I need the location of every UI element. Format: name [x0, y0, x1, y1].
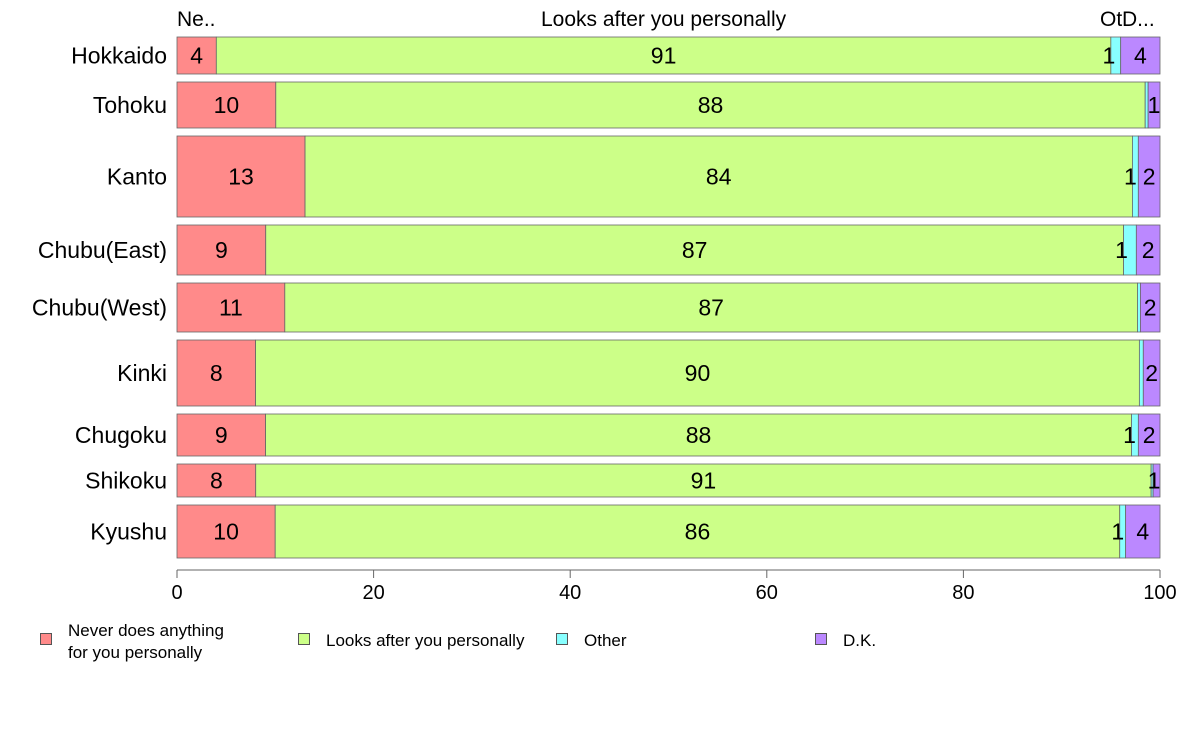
bar-tohoku-looks-after-you-personally	[275, 81, 1146, 129]
bar-label-chugoku-d-k: 2	[1143, 422, 1156, 448]
legend-label-dk: D.K.	[843, 631, 877, 650]
category-label-hokkaido: Hokkaido	[71, 43, 167, 69]
bar-label-hokkaido-never-does-anything-for-you-personally: 4	[190, 43, 203, 69]
bar-chubu-west-d-k	[1139, 282, 1161, 333]
bar-kyushu-never-does-anything-for-you-personally	[176, 504, 276, 559]
legend-swatch-never	[40, 633, 52, 645]
bar-chugoku-never-does-anything-for-you-personally	[176, 413, 266, 457]
bar-chugoku-d-k	[1137, 413, 1161, 457]
bar-hokkaido-never-does-anything-for-you-personally	[176, 36, 217, 75]
bar-kinki-looks-after-you-personally	[255, 339, 1140, 407]
bar-label-kyushu-looks-after-you-personally: 86	[685, 519, 711, 545]
legend-item-dk: D.K.	[815, 630, 876, 652]
bar-label-shikoku-never-does-anything-for-you-personally: 8	[210, 468, 223, 494]
bar-kanto-d-k	[1137, 135, 1161, 218]
category-label-chubu-east: Chubu(East)	[38, 237, 167, 263]
bar-label-chubu-east-other: 1	[1115, 237, 1128, 263]
bar-label-chugoku-other: 1	[1123, 422, 1136, 448]
bar-kanto-never-does-anything-for-you-personally	[176, 135, 306, 218]
legend-item-never: Never does anything for you personally	[40, 620, 224, 664]
x-tick-label-100: 100	[1143, 582, 1176, 604]
bar-shikoku-d-k	[1152, 463, 1161, 498]
bar-label-chubu-west-d-k: 2	[1144, 295, 1157, 321]
stacked-bar-chart: Ne.. Looks after you personally Ot D... Hokk…	[32, 8, 1177, 604]
bar-label-chugoku-looks-after-you-personally: 88	[686, 422, 712, 448]
bar-label-shikoku-d-k: 1	[1148, 468, 1161, 494]
bar-label-kanto-never-does-anything-for-you-personally: 13	[228, 164, 254, 190]
legend-swatch-looks-after	[298, 633, 310, 645]
bar-tohoku-d-k	[1147, 81, 1161, 129]
bar-label-kinki-d-k: 2	[1145, 360, 1158, 386]
bar-kyushu-d-k	[1125, 504, 1161, 559]
bar-chubu-east-d-k	[1135, 224, 1161, 276]
bar-chubu-west-other	[1137, 282, 1141, 333]
bar-label-tohoku-looks-after-you-personally: 88	[698, 92, 724, 118]
legend-swatch-other	[556, 633, 568, 645]
x-tick-label-60: 60	[756, 582, 778, 604]
x-tick-label-80: 80	[952, 582, 974, 604]
bar-label-shikoku-looks-after-you-personally: 91	[691, 468, 717, 494]
top-label-3: D...	[1122, 8, 1155, 31]
bar-label-chubu-east-never-does-anything-for-you-personally: 9	[215, 237, 228, 263]
bar-hokkaido-looks-after-you-personally	[215, 36, 1112, 75]
bar-label-kanto-other: 1	[1124, 164, 1137, 190]
bar-label-kinki-looks-after-you-personally: 90	[685, 360, 711, 386]
legend-swatch-dk	[815, 633, 827, 645]
legend-item-looks-after: Looks after you personally	[298, 630, 524, 652]
bar-label-kyushu-d-k: 4	[1136, 519, 1149, 545]
top-label-2: Ot	[1100, 8, 1122, 31]
bar-label-chugoku-never-does-anything-for-you-personally: 9	[215, 422, 228, 448]
category-label-shikoku: Shikoku	[85, 468, 167, 494]
bar-chugoku-looks-after-you-personally	[265, 413, 1132, 457]
bar-label-kyushu-other: 1	[1111, 519, 1124, 545]
bar-label-kanto-looks-after-you-personally: 84	[706, 164, 732, 190]
bar-label-chubu-west-looks-after-you-personally: 87	[698, 295, 724, 321]
legend-label-never: Never does anything for you personally	[68, 621, 224, 662]
bar-label-hokkaido-other: 1	[1102, 43, 1115, 69]
legend-label-looks-after: Looks after you personally	[326, 631, 525, 650]
bar-kyushu-looks-after-you-personally	[274, 504, 1121, 559]
category-label-kinki: Kinki	[117, 360, 167, 386]
bar-chubu-west-never-does-anything-for-you-personally	[176, 282, 286, 333]
bar-label-kanto-d-k: 2	[1143, 164, 1156, 190]
bar-chubu-east-never-does-anything-for-you-personally	[176, 224, 267, 276]
top-label-1: Looks after you personally	[541, 8, 787, 31]
bar-label-kinki-never-does-anything-for-you-personally: 8	[210, 360, 223, 386]
bar-label-chubu-east-looks-after-you-personally: 87	[682, 237, 708, 263]
bar-chubu-west-looks-after-you-personally	[284, 282, 1138, 333]
category-label-kanto: Kanto	[107, 164, 167, 190]
legend-label-other: Other	[584, 631, 627, 650]
legend: Never does anything for you personally L…	[0, 620, 1188, 670]
bar-label-tohoku-never-does-anything-for-you-personally: 10	[214, 92, 240, 118]
bar-label-kyushu-never-does-anything-for-you-personally: 10	[213, 519, 239, 545]
x-tick-label-20: 20	[362, 582, 384, 604]
bar-chubu-east-looks-after-you-personally	[265, 224, 1124, 276]
bar-label-tohoku-d-k: 1	[1148, 92, 1161, 118]
bar-kinki-other	[1138, 339, 1144, 407]
bar-kanto-looks-after-you-personally	[304, 135, 1133, 218]
bar-label-chubu-west-never-does-anything-for-you-personally: 11	[219, 295, 243, 321]
legend-item-other: Other	[556, 630, 627, 652]
category-label-kyushu: Kyushu	[90, 519, 167, 545]
bar-label-hokkaido-d-k: 4	[1134, 43, 1147, 69]
x-tick-label-0: 0	[171, 582, 182, 604]
category-label-chubu-west: Chubu(West)	[32, 295, 167, 321]
category-label-tohoku: Tohoku	[93, 92, 167, 118]
bar-kinki-never-does-anything-for-you-personally	[176, 339, 256, 407]
bar-label-hokkaido-looks-after-you-personally: 91	[651, 43, 677, 69]
bar-label-chubu-east-d-k: 2	[1142, 237, 1155, 263]
bar-shikoku-looks-after-you-personally	[255, 463, 1152, 498]
x-tick-label-40: 40	[559, 582, 581, 604]
category-label-chugoku: Chugoku	[75, 422, 167, 448]
top-label-0: Ne..	[177, 8, 216, 31]
bar-kinki-d-k	[1142, 339, 1161, 407]
bar-hokkaido-d-k	[1120, 36, 1161, 75]
